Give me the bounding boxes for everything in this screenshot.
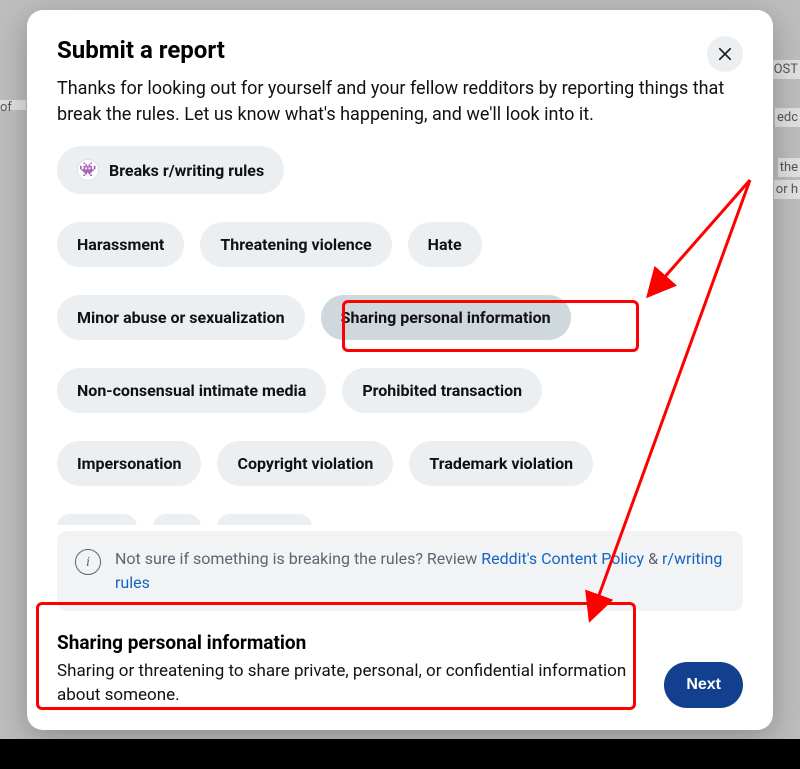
community-rules-chip-label: Breaks r/writing rules	[109, 161, 264, 180]
rules-notice-prefix: Not sure if something is breaking the ru…	[115, 549, 481, 568]
report-reason-chip[interactable]: Prohibited transaction	[342, 368, 542, 413]
next-button[interactable]: Next	[664, 662, 743, 708]
report-reasons: 👾 Breaks r/writing rules Harassment Threate…	[57, 146, 743, 525]
snoo-icon: 👾	[77, 159, 99, 181]
rules-notice: i Not sure if something is breaking the …	[57, 531, 743, 611]
bg-fragment: of	[0, 100, 26, 110]
report-reason-chip[interactable]	[57, 514, 137, 525]
info-icon: i	[75, 549, 101, 575]
selected-reason-body: Sharing or threatening to share private,…	[57, 660, 644, 708]
rules-notice-mid: &	[648, 549, 662, 568]
rules-notice-text: Not sure if something is breaking the ru…	[115, 547, 725, 595]
report-reason-chip[interactable]: Threatening violence	[200, 222, 391, 267]
bg-fragment: or h	[774, 180, 800, 199]
report-reason-chip[interactable]	[217, 514, 313, 525]
report-reason-chip[interactable]: Harassment	[57, 222, 184, 267]
report-reason-chip[interactable]: Minor abuse or sexualization	[57, 295, 305, 340]
report-reason-chip[interactable]: Trademark violation	[409, 441, 593, 486]
report-reason-chip[interactable]	[153, 514, 201, 525]
close-button[interactable]	[707, 36, 743, 72]
bg-fragment: OST	[772, 60, 800, 79]
report-reasons-overflow	[57, 514, 743, 525]
bg-fragment: edc	[775, 108, 800, 127]
report-reason-chip[interactable]: Copyright violation	[217, 441, 393, 486]
bg-fragment: the	[778, 158, 800, 177]
selected-reason-detail: Sharing personal information Sharing or …	[57, 631, 644, 708]
selected-reason-title: Sharing personal information	[57, 631, 644, 654]
content-policy-link[interactable]: Reddit's Content Policy	[481, 549, 644, 568]
dialog-title: Submit a report	[57, 36, 225, 64]
community-rules-chip[interactable]: 👾 Breaks r/writing rules	[57, 146, 284, 194]
report-reason-chip[interactable]: Non-consensual intimate media	[57, 368, 326, 413]
bg-black-bar	[0, 739, 800, 769]
report-reason-chip[interactable]: Hate	[408, 222, 482, 267]
report-reason-chip[interactable]: Impersonation	[57, 441, 201, 486]
dialog-intro: Thanks for looking out for yourself and …	[57, 76, 743, 128]
report-reason-chip[interactable]: Sharing personal information	[321, 295, 571, 340]
report-dialog: Submit a report Thanks for looking out f…	[27, 10, 773, 730]
close-icon	[716, 45, 734, 63]
